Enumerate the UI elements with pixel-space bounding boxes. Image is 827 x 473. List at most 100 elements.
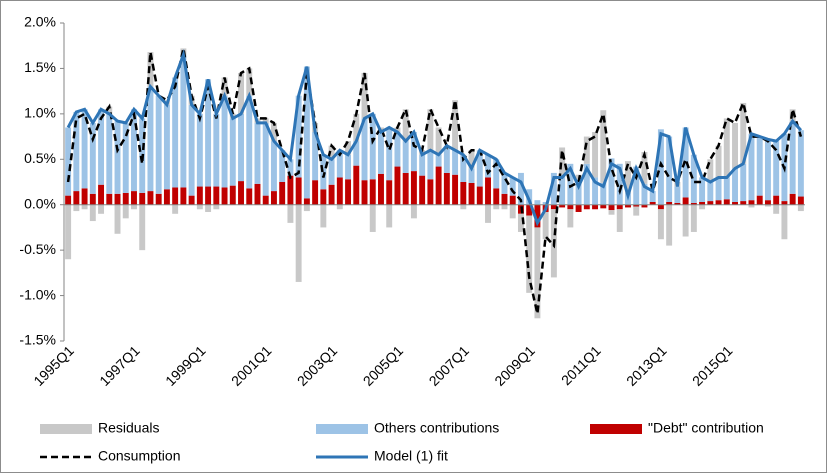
bar — [583, 136, 590, 164]
bar — [748, 133, 755, 201]
bar — [427, 150, 434, 180]
bar — [773, 195, 780, 205]
bar — [361, 118, 368, 181]
legend-label: Consumption — [98, 448, 181, 464]
bar — [583, 204, 590, 210]
bar — [460, 154, 467, 182]
bar — [641, 183, 648, 205]
bar — [740, 201, 747, 205]
bar — [238, 113, 244, 182]
bar — [402, 172, 409, 205]
bar — [682, 204, 689, 237]
bar — [213, 113, 220, 187]
bar — [221, 95, 228, 188]
y-tick-label: -0.5% — [19, 241, 56, 257]
bar — [287, 159, 294, 176]
bar — [394, 127, 401, 133]
bar — [452, 100, 459, 151]
bar — [608, 204, 615, 211]
bar — [262, 118, 269, 123]
legend-swatch — [590, 424, 642, 434]
bar — [114, 193, 121, 205]
bar — [345, 154, 352, 180]
bar — [608, 158, 615, 205]
legend-label: Others contributions — [374, 420, 499, 436]
bar — [73, 204, 80, 212]
bar — [559, 204, 566, 208]
bar — [649, 191, 656, 202]
y-tick-label: -1.5% — [19, 332, 56, 348]
bar — [789, 121, 796, 194]
bar — [723, 177, 730, 200]
bar — [476, 186, 483, 205]
bar — [657, 209, 664, 240]
bar — [517, 172, 524, 205]
bar — [690, 154, 697, 203]
bar — [534, 204, 541, 228]
bar — [106, 193, 113, 205]
bar — [559, 147, 566, 175]
bar — [468, 168, 475, 183]
bar — [254, 183, 261, 205]
y-tick-label: -1.0% — [19, 286, 56, 302]
bar — [608, 210, 615, 215]
bar — [98, 204, 105, 214]
bar — [559, 174, 566, 205]
bar — [369, 113, 376, 180]
bar — [139, 192, 146, 205]
bar — [394, 166, 401, 205]
bar — [122, 204, 129, 219]
bar — [452, 174, 459, 205]
bar — [328, 159, 335, 185]
bar — [196, 186, 203, 205]
y-tick-label: 1.5% — [24, 59, 56, 75]
bar — [320, 154, 327, 190]
bar — [163, 189, 170, 205]
bar — [270, 122, 277, 142]
bar — [188, 104, 195, 196]
bar — [279, 150, 286, 182]
bar — [616, 163, 623, 205]
bar — [797, 204, 804, 212]
bar — [229, 185, 236, 205]
bar — [172, 77, 179, 188]
bar — [89, 122, 96, 194]
bar — [773, 204, 780, 214]
bar — [89, 193, 96, 205]
bar — [114, 204, 121, 234]
bar — [221, 187, 228, 205]
line — [66, 48, 803, 227]
bar — [625, 161, 631, 193]
bar — [402, 141, 409, 173]
bar — [73, 191, 80, 205]
bar — [196, 204, 203, 210]
bar — [690, 204, 697, 232]
bar — [122, 122, 129, 193]
bar — [641, 152, 648, 184]
y-tick-label: 2.0% — [24, 14, 56, 30]
bar — [353, 165, 360, 205]
bar — [312, 132, 319, 181]
bar — [369, 204, 376, 232]
bar — [262, 122, 269, 196]
bar — [131, 204, 137, 210]
bar — [797, 196, 804, 205]
bar — [320, 189, 327, 205]
bar — [336, 204, 343, 210]
bar — [773, 141, 780, 196]
bar — [303, 66, 310, 199]
bar — [666, 204, 673, 246]
bar — [583, 163, 590, 205]
bar — [345, 179, 352, 205]
bar — [369, 179, 376, 205]
bar — [386, 127, 393, 181]
bar — [213, 204, 220, 210]
bar — [666, 201, 673, 205]
bar — [81, 204, 88, 210]
bar — [468, 182, 475, 205]
bar — [279, 182, 286, 205]
bar — [526, 215, 533, 293]
bar — [509, 204, 516, 219]
bar — [493, 204, 500, 210]
bar — [336, 150, 343, 178]
